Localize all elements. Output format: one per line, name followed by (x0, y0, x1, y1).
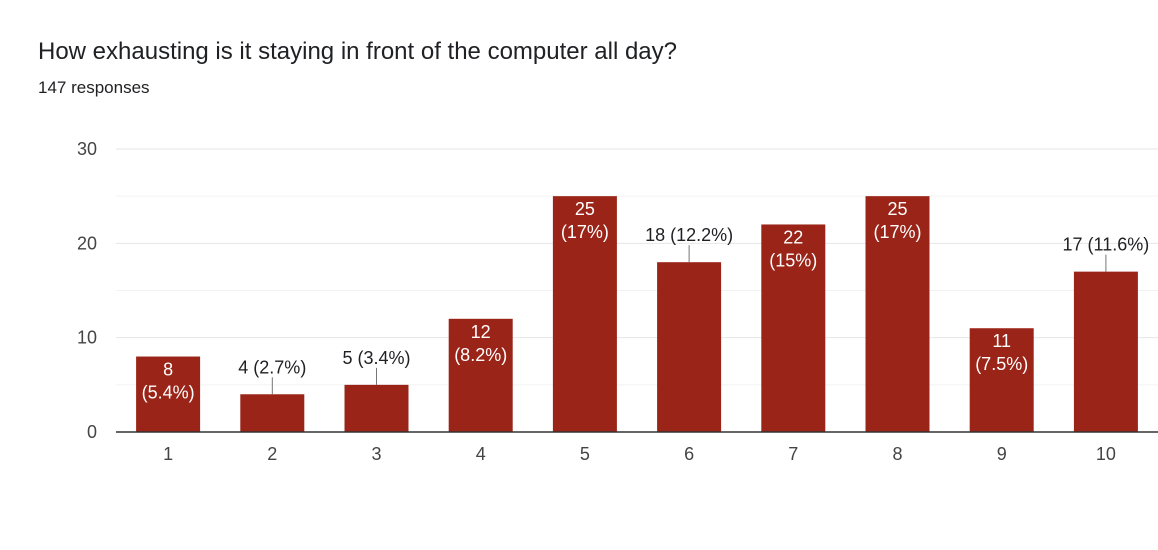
x-tick-label: 4 (476, 444, 486, 464)
bar (969, 328, 1034, 432)
x-tick-label: 10 (1096, 444, 1116, 464)
data-label: 12 (471, 322, 491, 342)
y-tick-label: 30 (77, 139, 97, 159)
data-label: (7.5%) (975, 354, 1028, 374)
y-tick-label: 20 (77, 233, 97, 253)
data-label: 18 (12.2%) (645, 225, 733, 245)
y-tick-label: 0 (87, 422, 97, 442)
bar (1073, 271, 1138, 432)
data-label: 5 (3.4%) (342, 348, 410, 368)
bar (344, 384, 409, 432)
data-label: 17 (11.6%) (1063, 235, 1150, 255)
data-label: 25 (575, 199, 595, 219)
bar (865, 196, 930, 432)
x-tick-label: 6 (684, 444, 694, 464)
data-label: (5.4%) (142, 383, 195, 403)
data-label: 25 (887, 199, 907, 219)
x-tick-label: 9 (997, 444, 1007, 464)
y-tick-label: 10 (77, 328, 97, 348)
data-label: 11 (992, 331, 1011, 351)
x-tick-label: 5 (580, 444, 590, 464)
bar (761, 224, 826, 432)
bar (240, 394, 305, 432)
bar (657, 262, 722, 432)
chart-title: How exhausting is it staying in front of… (38, 38, 677, 65)
x-tick-label: 1 (163, 444, 173, 464)
data-label: 8 (163, 360, 173, 380)
x-tick-label: 7 (788, 444, 798, 464)
x-tick-label: 2 (267, 444, 277, 464)
response-count: 147 responses (38, 78, 150, 97)
bar (448, 318, 513, 432)
bar (552, 196, 617, 432)
x-tick-label: 3 (371, 444, 381, 464)
data-label: (17%) (873, 222, 921, 242)
data-label: (8.2%) (454, 345, 507, 365)
bar (136, 356, 201, 432)
x-tick-label: 8 (892, 444, 902, 464)
data-label: 22 (783, 227, 803, 247)
data-label: (15%) (769, 250, 817, 270)
data-label: (17%) (561, 222, 609, 242)
data-label: 4 (2.7%) (238, 357, 306, 377)
